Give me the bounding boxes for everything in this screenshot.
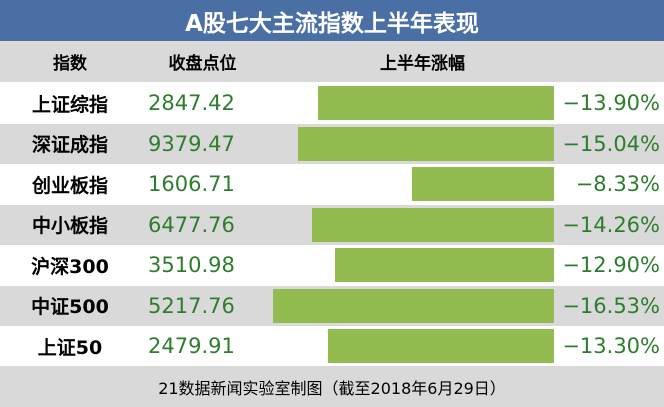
change-label: −12.90% [562,253,660,277]
close-value: 5217.76 [148,293,235,318]
table-row: 上证50 2479.91 −13.30% [0,326,664,366]
close-value: 9379.47 [148,131,235,156]
change-bar [334,248,554,282]
change-bar [317,86,554,120]
header-close: 收盘点位 [168,54,237,74]
table-row: 上证综指 2847.42 −13.90% [0,83,664,123]
close-value: 2847.42 [148,91,235,115]
change-bar [272,288,554,323]
close-value: 2479.91 [148,334,235,358]
table-row: 深证成指 9379.47 −15.04% [0,123,664,164]
change-label: −14.26% [562,212,660,237]
header-change: 上半年涨幅 [380,54,465,74]
index-name: 创业板指 [31,174,108,197]
chart-title: A股七大主流指数上半年表现 [0,0,664,41]
table-row: 中小板指 6477.76 −14.26% [0,204,664,245]
close-value: 3510.98 [148,253,235,277]
index-name: 深证成指 [31,134,108,156]
change-label: −16.53% [562,293,660,318]
change-bar [412,167,554,201]
table-row: 创业板指 1606.71 −8.33% [0,164,664,204]
index-name: 沪深300 [31,255,109,278]
change-bar [327,329,554,363]
close-value: 1606.71 [148,172,235,196]
change-label: −13.30% [562,334,660,358]
change-label: −15.04% [562,131,660,156]
change-label: −8.33% [575,172,660,196]
header-index: 指数 [53,54,87,74]
change-bar [311,207,554,242]
index-name: 中小板指 [31,215,108,237]
change-label: −13.90% [562,91,660,115]
index-name: 中证500 [31,296,109,318]
close-value: 6477.76 [148,212,235,237]
table-row: 中证500 5217.76 −16.53% [0,285,664,326]
footer-note: 21数据新闻实验室制图（截至2018年6月29日） [0,366,664,407]
table-row: 沪深300 3510.98 −12.90% [0,245,664,285]
index-name: 上证综指 [31,93,108,116]
table-header: 指数 收盘点位 上半年涨幅 [0,41,664,82]
change-bar [298,126,554,161]
index-name: 上证50 [37,336,103,359]
